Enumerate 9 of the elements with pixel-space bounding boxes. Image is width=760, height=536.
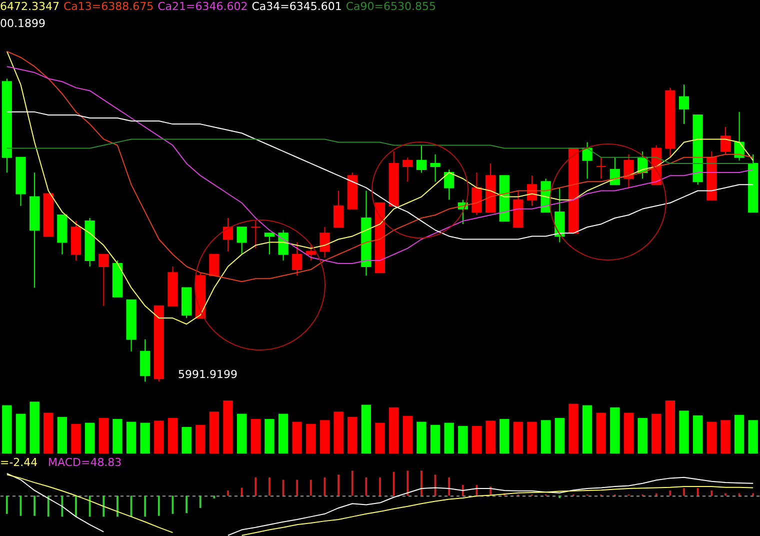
text: Ca13=6388.675	[64, 0, 154, 13]
text: Ca34=6345.601	[252, 0, 342, 13]
text: =-2.44	[0, 456, 38, 469]
text: 6472.3347	[0, 0, 60, 13]
text: Ca21=6346.602	[158, 0, 248, 13]
text: 00.1899	[0, 17, 46, 30]
text: MACD=48.83	[48, 456, 122, 469]
annotation: 5991.9199	[178, 368, 238, 381]
text: Ca90=6530.855	[346, 0, 436, 13]
